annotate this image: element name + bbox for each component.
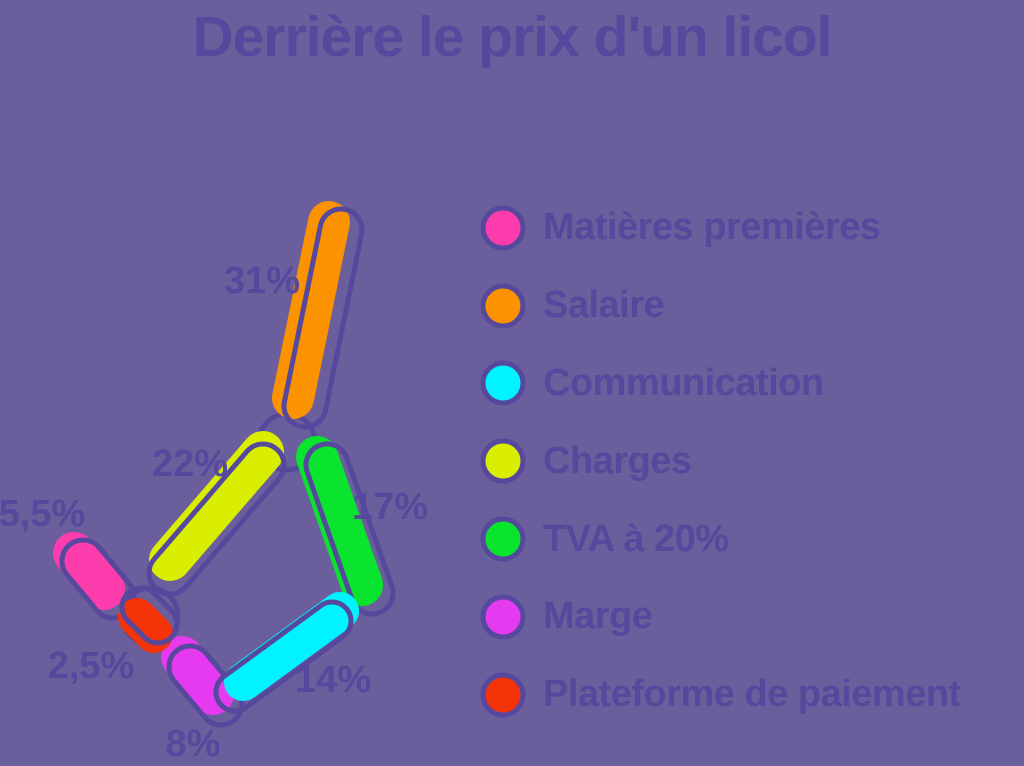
segment-outline-tva xyxy=(303,441,396,617)
halter-segment-plateforme-de-paiement xyxy=(118,585,180,653)
page-title: Derrière le prix d'un licol xyxy=(192,5,832,69)
segment-fill-salaire xyxy=(272,201,350,419)
percent-label-tva: 17% xyxy=(352,486,428,528)
legend-dot-matieres-premieres-icon xyxy=(480,205,526,251)
halter-segment-salaire xyxy=(272,201,365,430)
segment-fill-plateforme-de-paiement xyxy=(118,598,173,653)
legend-item-label: Plateforme de paiement xyxy=(543,673,961,716)
segment-fill-communication xyxy=(224,592,359,701)
legend-dot-marge-icon xyxy=(480,594,526,640)
percent-label-communication: 14% xyxy=(295,659,371,701)
halter-segment-charges xyxy=(146,431,287,597)
legend-item-label: Communication xyxy=(543,361,824,404)
segment-outline-plateforme-de-paiement xyxy=(119,585,180,646)
legend-item-label: Marge xyxy=(543,595,653,638)
legend-item-marge: Marge xyxy=(480,578,961,656)
legend-dot-charges-icon xyxy=(480,438,526,484)
legend-item-tva: TVA à 20% xyxy=(480,500,961,578)
legend-item-charges: Charges xyxy=(480,422,961,500)
percent-label-charges: 22% xyxy=(152,443,228,485)
legend-dot-salaire-icon xyxy=(480,283,526,329)
legend-item-matieres-premieres: Matières premières xyxy=(480,189,961,267)
legend-dot-plateforme-de-paiement-icon xyxy=(480,672,526,718)
legend-item-plateforme-de-paiement: Plateforme de paiement xyxy=(480,656,961,734)
segment-fill-tva xyxy=(295,435,384,607)
segment-outline-marge xyxy=(166,643,245,728)
percent-label-plateforme-de-paiement: 2,5% xyxy=(48,645,135,687)
percent-label-marge: 8% xyxy=(166,723,221,765)
percent-label-matieres-premieres: 5,5% xyxy=(0,493,85,535)
segment-outline-communication xyxy=(213,599,354,714)
legend-item-label: TVA à 20% xyxy=(543,517,729,560)
legend: Matières premières Salaire Communication… xyxy=(480,189,961,734)
legend-item-label: Matières premières xyxy=(543,206,881,249)
segment-outline-charges xyxy=(146,441,287,597)
legend-dot-communication-icon xyxy=(480,360,526,406)
legend-item-label: Salaire xyxy=(543,284,665,327)
legend-item-communication: Communication xyxy=(480,345,961,423)
segment-outline-salaire xyxy=(281,206,365,430)
legend-item-label: Charges xyxy=(543,439,692,482)
segment-fill-matieres-premieres xyxy=(52,531,126,611)
legend-dot-tva-icon xyxy=(480,516,526,562)
segment-fill-charges xyxy=(149,431,284,581)
halter-segment-communication xyxy=(213,592,359,714)
halter-segment-tva xyxy=(295,435,396,617)
percent-label-salaire: 31% xyxy=(224,260,300,302)
legend-item-salaire: Salaire xyxy=(480,267,961,345)
